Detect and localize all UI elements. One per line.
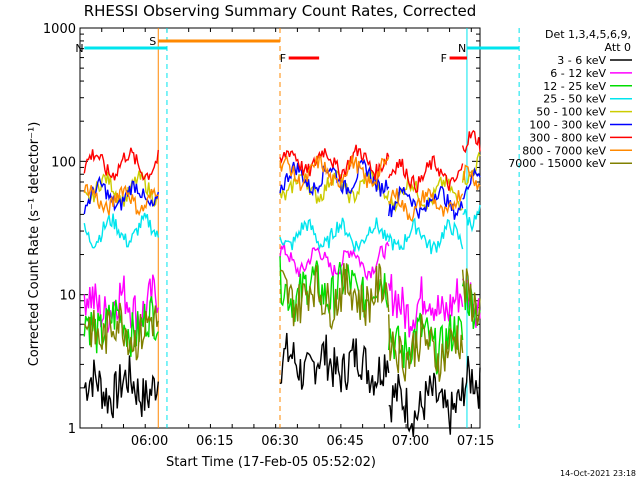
x-tick-label: 06:15 [196,434,233,449]
y-axis-label: Corrected Count Rate (s⁻¹ detector⁻¹) [27,122,42,367]
x-tick-label: 06:30 [261,434,298,449]
series-line [83,263,481,382]
legend-label: 6 - 12 keV [550,67,606,80]
series-line [83,158,481,220]
flag-label: F [280,52,286,65]
x-tick-label: 06:45 [326,434,363,449]
series-line [83,155,481,223]
series-line [83,332,481,437]
legend-header: Det 1,3,4,5,6,9, [545,28,631,41]
flag-bars: SN NF F [75,35,520,65]
y-tick-label: 1000 [43,22,76,37]
legend-label: 50 - 100 keV [536,106,606,119]
x-tick-label: 07:00 [392,434,429,449]
series-line [83,129,481,194]
flag-label: N [75,42,83,55]
flag-label: F [441,52,447,65]
legend-label: 800 - 7000 keV [522,144,606,157]
x-tick-label: 06:00 [131,434,168,449]
y-tick-label: 10 [59,289,76,304]
series-line [83,241,481,338]
legend-label: 25 - 50 keV [543,93,606,106]
vertical-markers [157,28,520,428]
legend-label: 7000 - 15000 keV [508,157,606,170]
legend-label: 100 - 300 keV [529,119,606,132]
legend-label: 12 - 25 keV [543,80,606,93]
flag-label: N [458,42,466,55]
x-axis-label: Start Time (17-Feb-05 05:52:02) [166,455,376,470]
series-line [83,204,481,255]
legend-label: 3 - 6 keV [557,54,606,67]
series-lines [83,129,481,437]
series-line [83,256,481,375]
timestamp: 14-Oct-2021 23:18 [560,469,636,478]
y-tick-label: 1 [68,422,76,437]
chart-title: RHESSI Observing Summary Count Rates, Co… [84,2,477,20]
legend-header: Att 0 [605,41,631,54]
y-tick-label: 100 [51,155,76,170]
flag-label: S [149,35,156,48]
x-tick-label: 07:15 [457,434,494,449]
legend-label: 300 - 800 keV [529,131,606,144]
